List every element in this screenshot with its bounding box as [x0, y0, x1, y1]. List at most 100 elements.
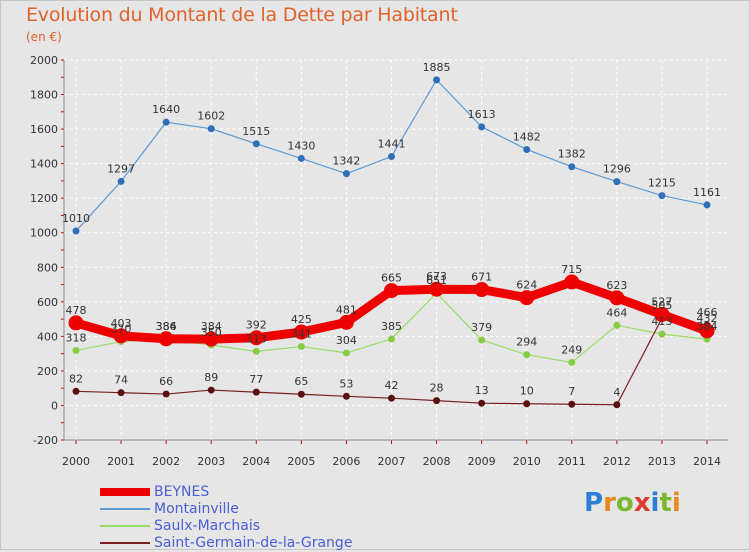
data-label-saulx-marchais: 370: [111, 323, 132, 336]
data-point-saint-germain-de-la-grange: [252, 388, 260, 396]
data-label-beynes: 624: [516, 279, 537, 292]
data-point-montainville: [703, 201, 711, 209]
data-point-saint-germain-de-la-grange: [297, 390, 305, 398]
data-point-saulx-marchais: [568, 358, 576, 366]
data-label-beynes: 425: [291, 313, 312, 326]
y-tick-label: 1000: [30, 227, 58, 240]
data-point-saulx-marchais: [388, 335, 395, 343]
data-label-saulx-marchais: 464: [606, 306, 627, 319]
data-label-saint-germain-de-la-grange: 65: [294, 375, 308, 388]
data-point-montainville: [207, 125, 215, 133]
x-tick-label: 2002: [152, 455, 180, 468]
x-tick-label: 2014: [693, 455, 721, 468]
data-label-saulx-marchais: 304: [336, 334, 357, 347]
data-point-saulx-marchais: [342, 349, 350, 357]
proxiti-logo: Proxiti: [584, 488, 681, 518]
y-tick-label: 1600: [30, 123, 58, 136]
data-label-saint-germain-de-la-grange: 7: [568, 385, 575, 398]
data-point-montainville: [162, 118, 170, 126]
data-point-saint-germain-de-la-grange: [207, 386, 215, 394]
data-point-saulx-marchais: [72, 347, 80, 355]
data-label-saulx-marchais: 249: [561, 343, 582, 356]
data-labels: 1010129716401602151514301342144118851613…: [62, 61, 721, 399]
data-point-saint-germain-de-la-grange: [523, 400, 531, 408]
data-label-saulx-marchais: 385: [381, 320, 402, 333]
data-label-saint-germain-de-la-grange: 4: [613, 386, 620, 399]
data-label-saint-germain-de-la-grange: 89: [204, 371, 218, 384]
data-point-beynes: [293, 324, 309, 340]
y-tick-label: 1400: [30, 158, 58, 171]
data-point-saint-germain-de-la-grange: [478, 399, 486, 407]
data-label-beynes: 623: [606, 279, 627, 292]
data-point-beynes: [609, 290, 625, 306]
logo-letter: r: [603, 488, 616, 518]
data-point-saint-germain-de-la-grange: [388, 394, 395, 402]
data-label-montainville: 1885: [423, 61, 451, 74]
y-tick-label: 1200: [30, 192, 58, 205]
data-point-montainville: [568, 163, 576, 171]
data-label-saint-germain-de-la-grange: 66: [159, 375, 173, 388]
data-label-beynes: 673: [426, 270, 447, 283]
data-point-beynes: [158, 331, 174, 347]
data-label-beynes: 481: [336, 303, 357, 316]
x-tick-label: 2003: [197, 455, 225, 468]
data-label-saint-germain-de-la-grange: 42: [385, 379, 399, 392]
data-point-montainville: [388, 153, 395, 161]
data-label-beynes: 384: [201, 320, 222, 333]
data-point-beynes: [338, 314, 354, 330]
legend-swatch-saulx-marchais: [100, 525, 150, 527]
data-point-beynes: [68, 315, 84, 331]
data-point-beynes: [474, 282, 490, 298]
data-label-saulx-marchais: 313: [246, 332, 267, 345]
data-label-beynes: 665: [381, 272, 402, 285]
x-tick-label: 2008: [423, 455, 451, 468]
data-point-beynes: [113, 328, 129, 344]
x-tick-label: 2009: [468, 455, 496, 468]
data-point-beynes: [384, 283, 399, 299]
chart-title: Evolution du Montant de la Dette par Hab…: [26, 4, 458, 26]
x-tick-label: 2010: [513, 455, 541, 468]
data-label-saulx-marchais: 318: [66, 332, 87, 345]
data-label-saulx-marchais: 294: [516, 336, 537, 349]
x-tick-label: 2012: [603, 455, 631, 468]
data-label-saint-germain-de-la-grange: 77: [249, 373, 263, 386]
data-point-beynes: [429, 281, 445, 297]
data-point-montainville: [478, 123, 486, 131]
data-label-saulx-marchais: 413: [651, 315, 672, 328]
data-point-beynes: [519, 290, 535, 306]
chart-subtitle: (en €): [26, 30, 62, 44]
data-point-saint-germain-de-la-grange: [613, 401, 621, 409]
legend-label-saulx-marchais: Saulx-Marchais: [154, 518, 261, 534]
legend-label-beynes: BEYNES: [154, 484, 210, 500]
data-point-beynes: [564, 274, 580, 290]
data-point-montainville: [72, 227, 80, 235]
y-tick-label: 2000: [30, 54, 58, 67]
y-tick-label: 600: [37, 296, 58, 309]
data-label-saint-germain-de-la-grange: 505: [651, 299, 672, 312]
data-label-beynes: 671: [471, 271, 492, 284]
legend-swatch-beynes: [100, 488, 150, 496]
data-point-saint-germain-de-la-grange: [433, 397, 441, 405]
data-label-saulx-marchais: 350: [201, 326, 222, 339]
x-tick-label: 2011: [558, 455, 586, 468]
data-point-montainville: [252, 140, 260, 148]
logo-letter: P: [584, 488, 604, 518]
data-point-montainville: [117, 177, 125, 185]
data-point-montainville: [342, 170, 350, 178]
y-tick-label: 0: [51, 399, 58, 412]
data-label-saulx-marchais: 651: [426, 274, 447, 287]
data-label-beynes: 478: [66, 304, 87, 317]
data-label-montainville: 1430: [287, 139, 315, 152]
x-tick-label: 2004: [242, 455, 270, 468]
legend-swatch-saint-germain-de-la-grange: [100, 542, 150, 544]
data-point-saint-germain-de-la-grange: [342, 392, 350, 400]
data-label-saint-germain-de-la-grange: 10: [520, 385, 534, 398]
data-point-beynes: [699, 323, 715, 339]
x-tick-label: 2005: [287, 455, 315, 468]
data-point-montainville: [658, 192, 666, 200]
data-point-montainville: [433, 76, 441, 84]
data-point-saint-germain-de-la-grange: [117, 389, 125, 397]
data-point-beynes: [654, 306, 670, 322]
data-label-saulx-marchais: 379: [471, 321, 492, 334]
